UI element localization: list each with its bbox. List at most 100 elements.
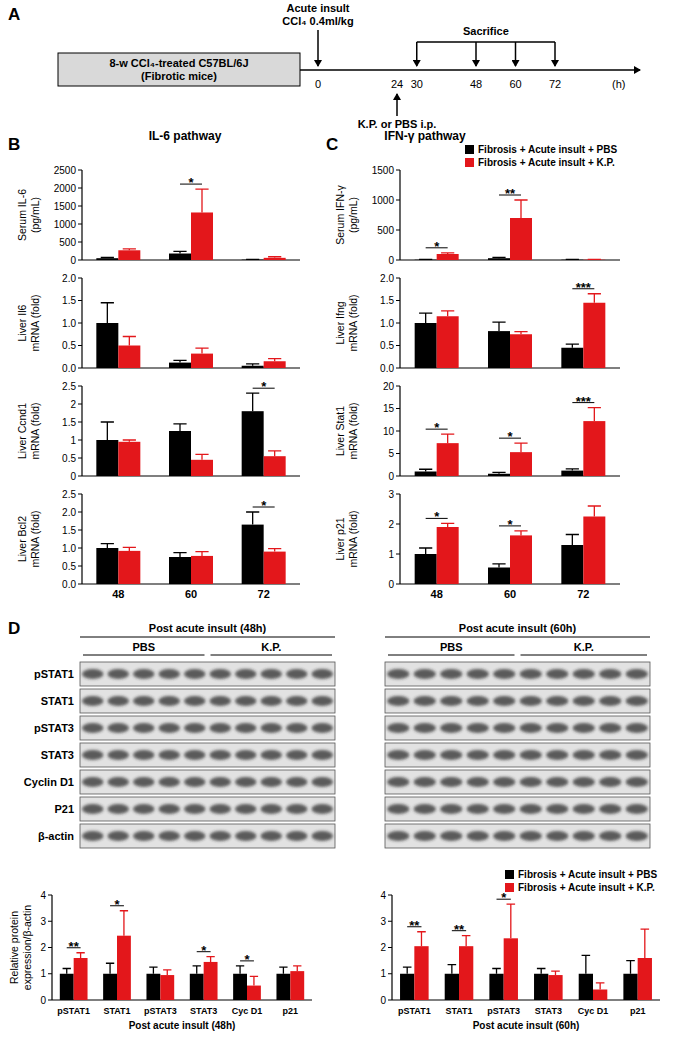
band	[573, 777, 595, 787]
y-tick	[78, 584, 82, 585]
legend-swatch	[505, 870, 514, 879]
bar	[459, 946, 473, 1000]
error-bar	[588, 506, 601, 517]
band	[210, 804, 231, 814]
error-bar	[195, 189, 208, 212]
bar	[264, 361, 286, 368]
error-bar	[195, 348, 208, 353]
error-bar	[566, 259, 579, 260]
y-tick	[396, 386, 400, 387]
band	[312, 723, 333, 733]
y-tick	[48, 973, 52, 974]
y-tick	[396, 584, 400, 585]
band	[387, 831, 409, 841]
x-axis-label: Post acute insult (48h)	[129, 1020, 236, 1031]
insult-arrow	[317, 30, 319, 66]
row-label: Cyclin D1	[24, 776, 74, 788]
band	[210, 696, 231, 706]
band	[159, 669, 180, 679]
legend-label: Fibrosis + Acute insult + K.P.	[478, 157, 615, 168]
band	[467, 777, 489, 787]
y-tick	[78, 404, 82, 405]
group-rule	[388, 655, 515, 656]
band	[626, 696, 648, 706]
y-tick	[78, 206, 82, 207]
band	[387, 723, 409, 733]
x-tick-label: 72	[258, 588, 270, 600]
error-bar	[63, 969, 71, 974]
bar	[623, 974, 637, 1000]
error-bar	[626, 961, 635, 974]
band	[108, 723, 129, 733]
band	[467, 696, 489, 706]
y-tick-label: 1.0	[62, 543, 76, 554]
chart: 0.00.51.01.52.02.5Liver Bcl2mRNA (fold)4…	[16, 489, 300, 601]
row-label: pSTAT1	[34, 668, 74, 680]
band	[210, 750, 231, 760]
band	[82, 696, 103, 706]
bar	[169, 254, 191, 260]
significance-label: *	[434, 509, 440, 524]
legend-label: Fibrosis + Acute insult + K.P.	[518, 882, 655, 893]
bar	[548, 975, 562, 1000]
bar	[437, 254, 459, 260]
tick-label: 0	[315, 78, 321, 90]
group-label: PBS	[132, 641, 155, 653]
significance-label: *	[501, 890, 507, 905]
bar	[583, 259, 605, 260]
bar	[242, 366, 264, 368]
error-bar	[173, 424, 186, 431]
bar	[264, 552, 286, 584]
bar	[103, 974, 117, 1000]
y-tick	[78, 458, 82, 459]
bar	[118, 442, 140, 476]
significance-label: **	[505, 186, 516, 201]
legend-swatch	[465, 145, 474, 154]
y-tick	[48, 947, 52, 948]
band	[159, 723, 180, 733]
band	[440, 696, 462, 706]
y-tick	[396, 323, 400, 324]
error-bar	[419, 548, 432, 554]
error-bar	[417, 932, 426, 946]
band	[599, 750, 621, 760]
legend: Fibrosis + Acute insult + PBSFibrosis + …	[505, 869, 657, 893]
y-tick-label: 0	[388, 255, 394, 266]
band	[387, 777, 409, 787]
y-tick-label: 3	[388, 489, 394, 500]
marks	[400, 904, 652, 1000]
y-tick-label: 4	[380, 890, 386, 901]
group-rule	[521, 655, 648, 656]
band	[184, 831, 205, 841]
box-text: (Fibrotic mice)	[141, 70, 217, 82]
error-bar	[106, 963, 114, 974]
band	[159, 777, 180, 787]
error-bar	[101, 544, 114, 548]
y-tick-label: 1.5	[380, 295, 394, 306]
blot-title: Post acute insult (48h)	[149, 622, 267, 634]
pathway-title: IFN-γ pathway	[384, 129, 466, 143]
y-tick	[396, 345, 400, 346]
band	[520, 750, 542, 760]
bar	[74, 958, 88, 1000]
band	[546, 831, 568, 841]
y-axis-label: Serum IFN-γ	[334, 185, 346, 245]
bar	[488, 474, 510, 476]
y-axis-label: mRNA (fold)	[347, 510, 359, 567]
band	[210, 723, 231, 733]
bar	[583, 421, 605, 476]
blot-strip	[80, 824, 335, 848]
bar	[489, 974, 503, 1000]
band	[312, 831, 333, 841]
error-bar	[448, 965, 457, 974]
band	[108, 696, 129, 706]
bar	[169, 363, 191, 368]
y-axis-label: mRNA (fold)	[29, 294, 41, 351]
time-axis	[300, 69, 640, 71]
y-axis-label: Liver Ccnd1	[16, 403, 28, 459]
band	[286, 750, 307, 760]
y-tick-label: 1.5	[62, 295, 76, 306]
bar	[561, 259, 583, 260]
band	[261, 669, 282, 679]
blot-strip	[385, 662, 650, 686]
